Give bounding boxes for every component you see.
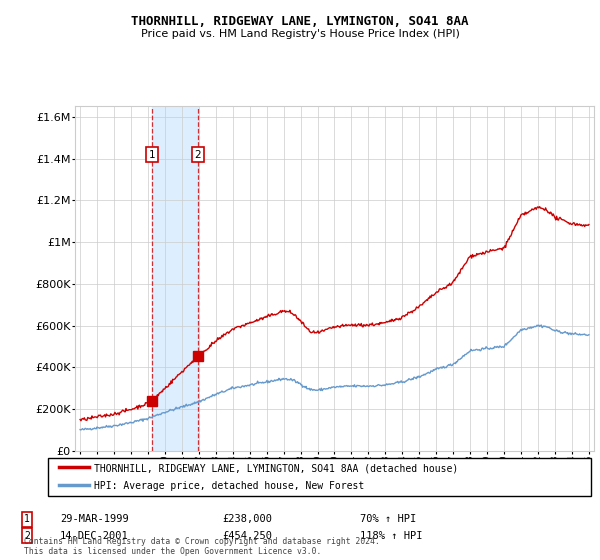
Text: Price paid vs. HM Land Registry's House Price Index (HPI): Price paid vs. HM Land Registry's House … xyxy=(140,29,460,39)
Bar xyxy=(152,106,198,451)
Text: 14-DEC-2001: 14-DEC-2001 xyxy=(60,531,129,541)
Text: 1: 1 xyxy=(24,514,30,524)
Text: Contains HM Land Registry data © Crown copyright and database right 2024.
This d: Contains HM Land Registry data © Crown c… xyxy=(24,536,380,556)
Text: THORNHILL, RIDGEWAY LANE, LYMINGTON, SO41 8AA (detached house): THORNHILL, RIDGEWAY LANE, LYMINGTON, SO4… xyxy=(94,463,458,473)
Text: 29-MAR-1999: 29-MAR-1999 xyxy=(60,514,129,524)
Text: £238,000: £238,000 xyxy=(222,514,272,524)
Text: HPI: Average price, detached house, New Forest: HPI: Average price, detached house, New … xyxy=(94,481,364,491)
Text: 1: 1 xyxy=(149,150,155,160)
Text: 2: 2 xyxy=(194,150,201,160)
Text: 70% ↑ HPI: 70% ↑ HPI xyxy=(360,514,416,524)
Text: THORNHILL, RIDGEWAY LANE, LYMINGTON, SO41 8AA: THORNHILL, RIDGEWAY LANE, LYMINGTON, SO4… xyxy=(131,15,469,28)
Text: 2: 2 xyxy=(24,531,30,541)
Text: £454,250: £454,250 xyxy=(222,531,272,541)
Text: 118% ↑ HPI: 118% ↑ HPI xyxy=(360,531,422,541)
